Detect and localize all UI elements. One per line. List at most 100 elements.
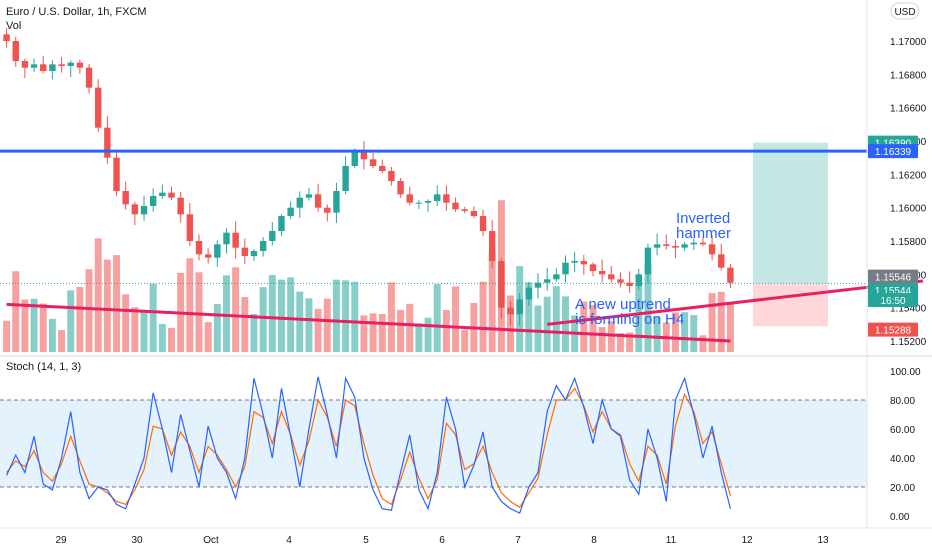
annotation-uptrend-line2: is forming on H4 [575, 311, 684, 328]
volume-bar [241, 297, 249, 352]
volume-bar [442, 309, 450, 352]
candle-body [635, 274, 643, 286]
time-tick-label: Oct [203, 535, 219, 546]
candle-body [314, 194, 322, 208]
candle-body [131, 204, 139, 215]
price-label-resistance-bg [868, 144, 918, 159]
candle-body [250, 251, 258, 256]
price-tick-label: 1.15400 [890, 304, 927, 315]
price-label-resistance: 1.16339 [875, 147, 912, 158]
stoch-tick-label: 80.00 [890, 396, 915, 407]
volume-bar [195, 272, 203, 352]
time-axis-ticks: 29 30 Oct 4 5 6 7 8 11 12 13 [55, 535, 829, 546]
candle-body [259, 241, 267, 251]
volume-bar [158, 323, 166, 352]
price-candles [3, 27, 734, 326]
candle-body [699, 242, 707, 245]
volume-bar [48, 318, 56, 352]
candle-body [443, 194, 450, 203]
candle-body [94, 87, 102, 128]
candle-body [278, 216, 285, 231]
volume-bar [67, 290, 75, 352]
candle-body [488, 231, 496, 261]
chart-annotations: Inverted hammer A new uptrend is forming… [575, 210, 731, 328]
volume-bar [259, 287, 267, 352]
volume-bar [3, 320, 11, 352]
currency-badge[interactable]: USD [890, 2, 920, 20]
candle-body [324, 207, 331, 213]
drawing-lines[interactable] [0, 149, 924, 343]
volume-bar [378, 313, 386, 352]
candle-body [553, 274, 560, 280]
volume-bar [30, 298, 38, 352]
candle-body [287, 207, 294, 216]
candle-body [30, 64, 38, 68]
candle-body [598, 271, 606, 275]
volume-bar [387, 282, 395, 352]
volume-bar [277, 279, 285, 352]
volume-bar [250, 313, 258, 352]
price-tick-label: 1.17000 [890, 37, 927, 48]
volume-bar [305, 298, 313, 352]
candle-body [589, 264, 597, 271]
candle-body [177, 197, 184, 215]
candle-body [76, 62, 84, 68]
candle-body [543, 279, 551, 283]
candle-body [333, 191, 340, 213]
candle-body [140, 206, 148, 215]
candle-body [360, 151, 368, 160]
volume-bar [85, 269, 93, 352]
candle-body [406, 194, 413, 203]
volume-bar [708, 293, 716, 352]
time-tick-label: 8 [591, 535, 597, 546]
candle-body [672, 246, 679, 248]
volume-bar [452, 286, 460, 352]
candle-body [204, 254, 212, 258]
candle-body [351, 151, 358, 166]
candle-body [149, 196, 157, 206]
volume-bar [598, 327, 606, 352]
candle-body [232, 232, 239, 248]
volume-bar [589, 304, 597, 352]
price-label-countdown: 16:50 [880, 296, 905, 307]
candle-body [122, 191, 129, 205]
candle-body [452, 202, 459, 210]
volume-bar [681, 312, 689, 352]
candle-body [67, 62, 74, 66]
candle-body [269, 231, 276, 241]
volume-bar [433, 284, 441, 352]
volume-bar [397, 309, 405, 352]
stoch-band [0, 400, 867, 487]
volume-bar [113, 255, 121, 352]
volume-bar [314, 308, 322, 352]
stoch-tick-label: 40.00 [890, 454, 915, 465]
candle-body [40, 64, 47, 71]
volume-bar [699, 335, 707, 352]
volume-bar [635, 284, 643, 352]
volume-bar [222, 275, 230, 352]
volume-bar [12, 271, 20, 352]
volume-bar [149, 283, 157, 352]
stoch-tick-label: 0.00 [890, 512, 910, 523]
candle-body [580, 261, 588, 265]
candle-body [186, 214, 194, 241]
volume-bar [552, 286, 560, 352]
volume-bar [461, 329, 469, 352]
time-tick-label: 13 [817, 535, 829, 546]
volume-bar [342, 280, 350, 352]
price-tick-label: 1.15200 [890, 337, 927, 348]
volume-bar [424, 317, 432, 352]
volume-bar [671, 312, 679, 352]
price-label-countdown-bg [868, 293, 918, 307]
stoch-tick-label: 60.00 [890, 425, 915, 436]
candle-body [608, 274, 615, 280]
time-tick-label: 11 [666, 535, 677, 546]
stoch-axis-ticks: 100.00 80.00 60.00 40.00 20.00 0.00 [890, 367, 921, 523]
candle-body [507, 307, 514, 315]
price-label-current: 1.15546 [875, 273, 912, 284]
time-tick-label: 6 [439, 535, 445, 546]
candle-body [305, 194, 313, 198]
candle-body [534, 282, 542, 288]
